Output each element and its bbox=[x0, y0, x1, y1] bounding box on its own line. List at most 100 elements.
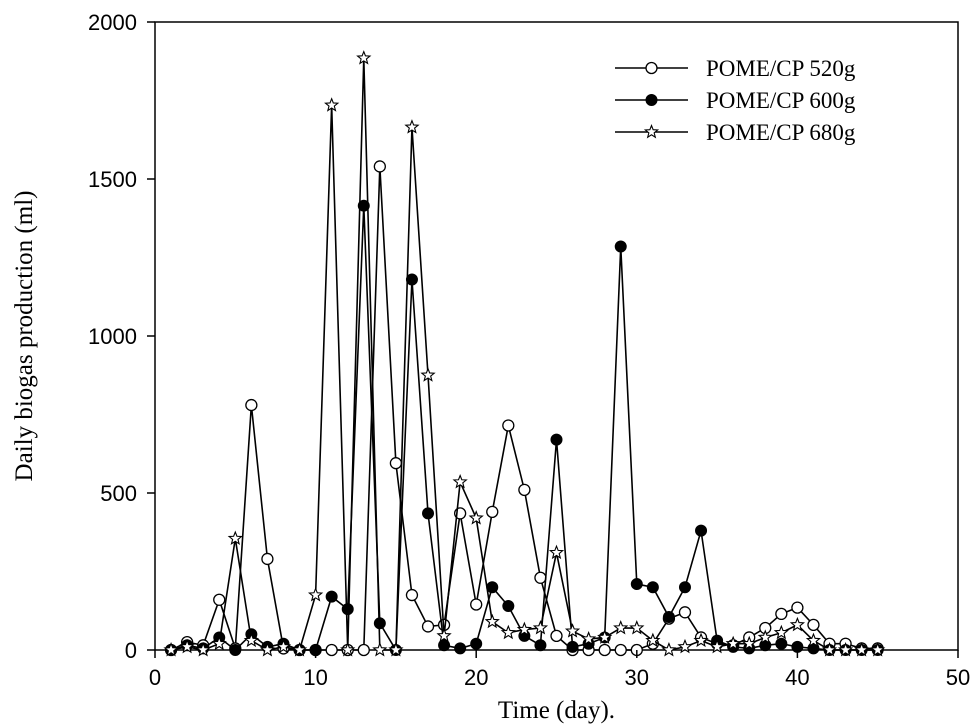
legend-label: POME/CP 680g bbox=[706, 120, 856, 145]
data-point bbox=[791, 601, 804, 614]
data-point bbox=[421, 620, 435, 633]
data-point bbox=[564, 623, 581, 638]
data-point bbox=[163, 641, 179, 657]
data-point bbox=[693, 632, 709, 648]
data-point bbox=[420, 367, 436, 382]
data-point bbox=[502, 419, 515, 432]
data-point bbox=[678, 581, 691, 594]
data-point bbox=[709, 638, 725, 654]
data-point bbox=[438, 639, 451, 652]
data-point bbox=[548, 544, 565, 560]
data-point bbox=[532, 620, 549, 635]
data-point bbox=[613, 620, 629, 635]
data-point bbox=[775, 637, 788, 650]
data-point bbox=[580, 630, 597, 646]
data-point bbox=[468, 510, 484, 525]
data-point bbox=[837, 641, 854, 657]
y-tick-label: 1000 bbox=[88, 324, 137, 349]
x-tick-label: 40 bbox=[785, 665, 809, 690]
series-line bbox=[170, 205, 878, 653]
data-point bbox=[243, 632, 259, 648]
x-tick-label: 50 bbox=[946, 665, 970, 690]
data-point bbox=[388, 641, 404, 657]
data-point bbox=[325, 643, 338, 657]
data-point bbox=[389, 457, 403, 470]
legend-label: POME/CP 600g bbox=[706, 88, 856, 113]
data-point bbox=[470, 598, 483, 611]
data-point bbox=[275, 638, 292, 654]
data-point bbox=[614, 643, 627, 657]
data-point bbox=[454, 642, 467, 655]
data-point bbox=[629, 620, 645, 635]
data-point bbox=[854, 641, 870, 657]
legend-marker bbox=[645, 61, 658, 75]
data-point bbox=[500, 624, 516, 640]
data-point bbox=[516, 621, 533, 637]
data-point bbox=[534, 639, 547, 652]
x-tick-label: 30 bbox=[625, 665, 649, 690]
data-point bbox=[614, 240, 627, 253]
data-point bbox=[486, 581, 499, 594]
data-point bbox=[356, 50, 372, 65]
y-tick-label: 0 bbox=[125, 638, 137, 663]
data-point bbox=[436, 627, 452, 643]
data-point bbox=[775, 607, 788, 621]
data-point bbox=[645, 632, 661, 648]
data-point bbox=[662, 611, 675, 624]
data-point bbox=[677, 638, 693, 654]
data-point bbox=[598, 643, 611, 657]
x-tick-label: 20 bbox=[464, 665, 488, 690]
legend-entry: POME/CP 520g bbox=[615, 56, 856, 81]
data-point bbox=[229, 644, 242, 656]
y-tick-label: 2000 bbox=[88, 10, 137, 35]
data-point bbox=[550, 433, 563, 446]
data-point bbox=[340, 641, 356, 657]
data-point bbox=[789, 616, 806, 632]
data-point bbox=[757, 629, 773, 644]
data-point bbox=[405, 588, 419, 602]
data-point bbox=[566, 640, 579, 653]
legend-label: POME/CP 520g bbox=[706, 56, 856, 81]
data-point bbox=[597, 629, 613, 644]
data-point bbox=[518, 483, 531, 497]
series-layer bbox=[163, 50, 886, 657]
x-tick-label: 0 bbox=[149, 665, 161, 690]
data-point bbox=[227, 530, 243, 546]
data-point bbox=[324, 97, 340, 112]
data-point bbox=[870, 641, 886, 657]
data-point bbox=[405, 273, 418, 286]
series-1 bbox=[164, 160, 884, 657]
data-point bbox=[773, 624, 789, 640]
data-point bbox=[805, 632, 822, 648]
data-point bbox=[678, 606, 692, 619]
legend-entry: POME/CP 600g bbox=[615, 88, 856, 113]
legend: POME/CP 520g POME/CP 600g POME/CP 680g bbox=[615, 56, 856, 145]
data-point bbox=[357, 199, 370, 212]
data-point bbox=[422, 507, 435, 520]
y-tick-label: 500 bbox=[100, 481, 137, 506]
data-point bbox=[661, 641, 677, 657]
data-point bbox=[695, 524, 708, 537]
data-point bbox=[484, 613, 500, 629]
data-point bbox=[486, 505, 499, 518]
data-point bbox=[261, 552, 274, 566]
data-point bbox=[646, 581, 659, 594]
data-point bbox=[291, 641, 308, 657]
data-point bbox=[452, 473, 468, 489]
data-point bbox=[502, 600, 515, 613]
data-point bbox=[741, 635, 757, 651]
series-3 bbox=[163, 50, 886, 657]
legend-marker bbox=[643, 123, 660, 139]
data-point bbox=[195, 641, 211, 657]
x-tick-label: 10 bbox=[303, 665, 327, 690]
series-line bbox=[170, 58, 878, 651]
data-point bbox=[821, 641, 838, 657]
data-point bbox=[179, 638, 195, 654]
data-point bbox=[373, 160, 386, 173]
data-point bbox=[325, 590, 338, 603]
data-point bbox=[630, 578, 643, 591]
series-line bbox=[170, 166, 878, 651]
data-point bbox=[372, 641, 388, 657]
